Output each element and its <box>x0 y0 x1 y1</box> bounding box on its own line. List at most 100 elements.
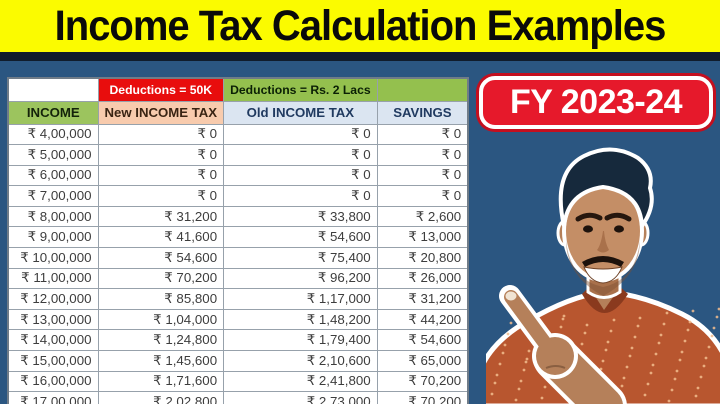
old-tax-cell: ₹ 1,17,000 <box>223 288 378 310</box>
deductions-new-regime-header: Deductions = 50K <box>97 77 225 102</box>
income-cell: ₹ 12,00,000 <box>7 288 99 310</box>
title-divider <box>0 52 720 61</box>
new-tax-cell: ₹ 85,800 <box>97 288 225 310</box>
old-tax-cell: ₹ 1,48,200 <box>223 308 378 331</box>
old-tax-cell: ₹ 2,41,800 <box>223 370 378 393</box>
savings-cell: ₹ 54,600 <box>376 329 469 352</box>
new-tax-cell: ₹ 0 <box>97 123 225 146</box>
new-tax-cell: ₹ 0 <box>97 185 225 207</box>
table-row: ₹ 8,00,000 ₹ 31,200 ₹ 33,800 ₹ 2,600 <box>7 205 469 228</box>
presenter-illustration <box>486 147 720 404</box>
new-tax-cell: ₹ 41,600 <box>97 226 225 249</box>
table-row: ₹ 12,00,000 ₹ 85,800 ₹ 1,17,000 ₹ 31,200 <box>7 288 469 310</box>
eyebrow-left <box>575 212 603 222</box>
savings-cell: ₹ 65,000 <box>376 350 469 372</box>
new-income-tax-column-header: New INCOME TAX <box>97 100 225 125</box>
income-tax-table: Deductions = 50K Deductions = Rs. 2 Lacs… <box>7 77 470 404</box>
old-tax-cell: ₹ 0 <box>223 164 378 187</box>
eyebrow-right <box>604 212 632 222</box>
savings-cell: ₹ 20,800 <box>376 247 469 269</box>
beard-stubble <box>566 240 640 296</box>
old-tax-cell: ₹ 2,10,600 <box>223 350 378 372</box>
column-header-row: INCOME New INCOME TAX Old INCOME TAX SAV… <box>7 100 469 125</box>
income-cell: ₹ 8,00,000 <box>7 205 99 228</box>
new-tax-cell: ₹ 1,45,600 <box>97 350 225 372</box>
old-tax-cell: ₹ 1,79,400 <box>223 329 378 352</box>
income-cell: ₹ 5,00,000 <box>7 144 99 166</box>
savings-cell: ₹ 13,000 <box>376 226 469 249</box>
table-row: ₹ 4,00,000 ₹ 0 ₹ 0 ₹ 0 <box>7 123 469 146</box>
table-row: ₹ 17,00,000 ₹ 2,02,800 ₹ 2,73,000 ₹ 70,200 <box>7 391 469 404</box>
income-cell: ₹ 14,00,000 <box>7 329 99 352</box>
knuckle-line <box>545 365 566 369</box>
table-row: ₹ 13,00,000 ₹ 1,04,000 ₹ 1,48,200 ₹ 44,200 <box>7 308 469 331</box>
income-cell: ₹ 9,00,000 <box>7 226 99 249</box>
old-tax-cell: ₹ 96,200 <box>223 267 378 290</box>
deductions-header-row: Deductions = 50K Deductions = Rs. 2 Lacs <box>7 77 469 102</box>
table-row: ₹ 16,00,000 ₹ 1,71,600 ₹ 2,41,800 ₹ 70,200 <box>7 370 469 393</box>
new-tax-cell: ₹ 70,200 <box>97 267 225 290</box>
old-tax-cell: ₹ 75,400 <box>223 247 378 269</box>
old-tax-cell: ₹ 0 <box>223 144 378 166</box>
new-tax-cell: ₹ 54,600 <box>97 247 225 269</box>
page-title: Income Tax Calculation Examples <box>54 2 667 49</box>
eye-left <box>583 225 593 233</box>
old-tax-cell: ₹ 33,800 <box>223 205 378 228</box>
new-tax-cell: ₹ 0 <box>97 164 225 187</box>
income-cell: ₹ 6,00,000 <box>7 164 99 187</box>
eye-right <box>614 225 624 233</box>
pointing-finger <box>504 290 557 357</box>
old-tax-cell: ₹ 0 <box>223 123 378 146</box>
hair <box>558 147 654 232</box>
smile <box>583 266 623 284</box>
income-cell: ₹ 10,00,000 <box>7 247 99 269</box>
new-tax-cell: ₹ 31,200 <box>97 205 225 228</box>
income-cell: ₹ 15,00,000 <box>7 350 99 372</box>
fiscal-year-label: FY 2023-24 <box>509 83 683 121</box>
income-cell: ₹ 11,00,000 <box>7 267 99 290</box>
table-row: ₹ 10,00,000 ₹ 54,600 ₹ 75,400 ₹ 20,800 <box>7 247 469 269</box>
savings-cell: ₹ 0 <box>376 144 469 166</box>
new-tax-cell: ₹ 1,71,600 <box>97 370 225 393</box>
savings-column-header: SAVINGS <box>376 100 469 125</box>
deductions-old-regime-header: Deductions = Rs. 2 Lacs <box>223 77 378 102</box>
savings-cell: ₹ 0 <box>376 164 469 187</box>
new-tax-cell: ₹ 1,04,000 <box>97 308 225 331</box>
old-income-tax-column-header: Old INCOME TAX <box>223 100 378 125</box>
table-row: ₹ 9,00,000 ₹ 41,600 ₹ 54,600 ₹ 13,000 <box>7 226 469 249</box>
nose <box>597 231 609 253</box>
new-tax-cell: ₹ 0 <box>97 144 225 166</box>
savings-cell: ₹ 70,200 <box>376 370 469 393</box>
table-row: ₹ 6,00,000 ₹ 0 ₹ 0 ₹ 0 <box>7 164 469 187</box>
table-row: ₹ 11,00,000 ₹ 70,200 ₹ 96,200 ₹ 26,000 <box>7 267 469 290</box>
old-tax-cell: ₹ 2,73,000 <box>223 391 378 404</box>
income-cell: ₹ 13,00,000 <box>7 308 99 331</box>
income-cell: ₹ 7,00,000 <box>7 185 99 207</box>
fiscal-year-badge: FY 2023-24 <box>479 76 713 129</box>
new-tax-cell: ₹ 2,02,800 <box>97 391 225 404</box>
income-cell: ₹ 4,00,000 <box>7 123 99 146</box>
old-tax-cell: ₹ 54,600 <box>223 226 378 249</box>
savings-cell: ₹ 44,200 <box>376 308 469 331</box>
savings-cell: ₹ 0 <box>376 123 469 146</box>
income-cell: ₹ 17,00,000 <box>7 391 99 404</box>
savings-cell: ₹ 2,600 <box>376 205 469 228</box>
table-row: ₹ 14,00,000 ₹ 1,24,800 ₹ 1,79,400 ₹ 54,600 <box>7 329 469 352</box>
table-row: ₹ 5,00,000 ₹ 0 ₹ 0 ₹ 0 <box>7 144 469 166</box>
fingernail <box>505 291 517 301</box>
title-bar: Income Tax Calculation Examples <box>0 0 720 52</box>
presenter-photo <box>486 130 720 404</box>
blank-cell <box>7 77 99 102</box>
savings-cell: ₹ 0 <box>376 185 469 207</box>
savings-cell: ₹ 26,000 <box>376 267 469 290</box>
savings-cell: ₹ 31,200 <box>376 288 469 310</box>
table-row: ₹ 7,00,000 ₹ 0 ₹ 0 ₹ 0 <box>7 185 469 207</box>
blank-green-cell <box>376 77 469 102</box>
old-tax-cell: ₹ 0 <box>223 185 378 207</box>
table-row: ₹ 15,00,000 ₹ 1,45,600 ₹ 2,10,600 ₹ 65,000 <box>7 350 469 372</box>
income-cell: ₹ 16,00,000 <box>7 370 99 393</box>
income-column-header: INCOME <box>7 100 99 125</box>
new-tax-cell: ₹ 1,24,800 <box>97 329 225 352</box>
savings-cell: ₹ 70,200 <box>376 391 469 404</box>
